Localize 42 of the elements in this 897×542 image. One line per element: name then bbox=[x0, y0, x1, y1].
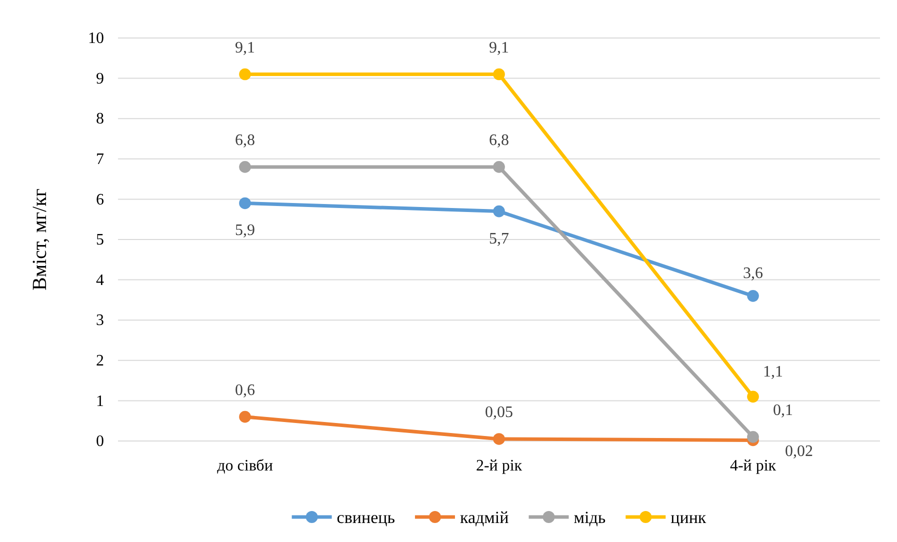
data-label: 1,1 bbox=[763, 364, 783, 381]
point bbox=[747, 290, 759, 302]
y-tick-label: 1 bbox=[96, 392, 104, 410]
data-label: 0,02 bbox=[785, 443, 813, 460]
y-tick-label: 6 bbox=[96, 191, 104, 208]
point bbox=[239, 161, 251, 173]
x-tick-label: 4-й рік bbox=[730, 457, 776, 474]
data-label: 0,1 bbox=[773, 402, 793, 419]
legend-label: кадмій bbox=[460, 508, 509, 527]
data-label: 6,8 bbox=[489, 132, 509, 149]
point bbox=[493, 68, 505, 80]
point bbox=[747, 390, 759, 403]
y-tick-label: 4 bbox=[96, 272, 104, 289]
y-tick-label: 8 bbox=[96, 110, 104, 128]
point bbox=[493, 433, 505, 445]
point bbox=[239, 197, 251, 210]
y-tick-label: 3 bbox=[96, 312, 104, 330]
point bbox=[493, 205, 505, 218]
data-label: 0,6 bbox=[235, 382, 255, 399]
legend-label: мідь bbox=[574, 508, 606, 527]
y-tick-label: 10 bbox=[88, 30, 104, 48]
legend-label: свинець bbox=[336, 508, 396, 527]
y-tick-label: 9 bbox=[96, 70, 104, 88]
legend-label: цинк bbox=[670, 508, 707, 527]
point bbox=[493, 161, 505, 173]
data-label: 5,9 bbox=[235, 222, 255, 240]
data-label: 3,6 bbox=[743, 264, 763, 282]
data-label: 9,1 bbox=[235, 39, 255, 56]
data-label: 5,7 bbox=[489, 230, 509, 248]
point bbox=[239, 410, 251, 423]
point bbox=[239, 68, 251, 80]
y-tick-label: 2 bbox=[96, 352, 104, 370]
y-tick-label: 5 bbox=[96, 232, 104, 249]
data-label: 6,8 bbox=[235, 132, 255, 149]
x-tick-label: до сівби bbox=[217, 457, 274, 474]
point bbox=[747, 431, 759, 443]
data-label: 0,05 bbox=[485, 404, 513, 421]
y-axis-title: Вміст, мг/кг bbox=[29, 188, 51, 291]
data-label: 9,1 bbox=[489, 39, 509, 56]
x-tick-label: 2-й рік bbox=[476, 457, 522, 474]
y-tick-label: 0 bbox=[96, 433, 104, 450]
y-tick-label: 7 bbox=[96, 151, 104, 168]
